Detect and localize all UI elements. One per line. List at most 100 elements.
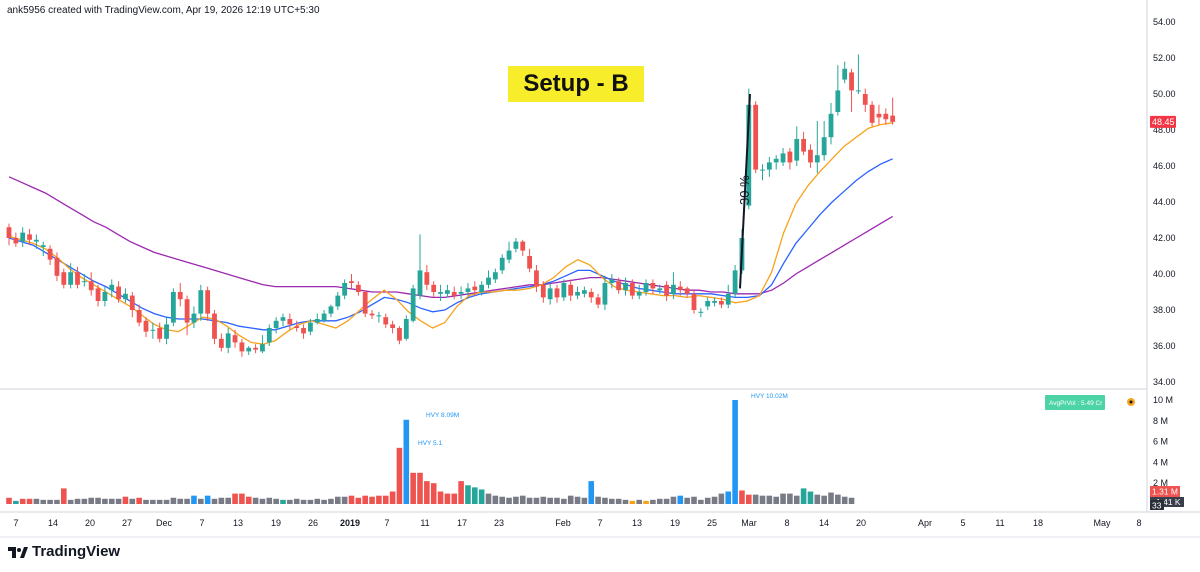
volume-bar <box>19 498 26 504</box>
price-tick-label: 52.00 <box>1153 53 1176 63</box>
price-tick-label: 54.00 <box>1153 17 1176 27</box>
volume-bar <box>136 497 142 504</box>
time-tick-label: 13 <box>632 518 642 528</box>
candle-body <box>616 281 622 291</box>
time-tick-label: 5 <box>960 518 965 528</box>
volume-tick-label: 4 M <box>1153 457 1168 467</box>
time-tick-label: 19 <box>670 518 680 528</box>
candle-body <box>890 115 896 122</box>
candle-body <box>629 283 635 296</box>
candle-body <box>575 292 580 296</box>
candle-body <box>862 94 868 105</box>
candle-body <box>342 283 348 296</box>
volume-bar <box>115 498 122 504</box>
volume-bar <box>273 498 279 504</box>
volume-bar <box>266 497 273 504</box>
volume-bar <box>389 491 396 504</box>
candle-body <box>719 301 724 305</box>
volume-bar <box>95 497 101 504</box>
volume-bar <box>711 496 718 504</box>
time-tick-label: 13 <box>233 518 243 528</box>
candle-body <box>547 288 553 300</box>
price-tick-label: 44.00 <box>1153 197 1176 207</box>
volume-bar <box>6 497 12 504</box>
volume-bar <box>684 497 690 504</box>
setup-label: Setup - B <box>508 66 644 102</box>
volume-tick-label: 8 M <box>1153 416 1168 426</box>
ema-fast-line <box>8 122 893 345</box>
candle-body <box>328 306 334 314</box>
candle-body <box>157 328 163 339</box>
volume-tick-label: 10 M <box>1153 395 1173 405</box>
volume-bar <box>691 496 697 504</box>
tradingview-logo: TradingView <box>8 543 120 560</box>
volume-bar <box>451 493 458 504</box>
volume-bar <box>129 498 136 504</box>
volume-bar <box>198 498 204 504</box>
time-tick-label: 19 <box>271 518 281 528</box>
candle-body <box>869 104 875 123</box>
candle-body <box>403 319 409 339</box>
volume-bar <box>622 499 629 504</box>
volume-bar <box>478 489 485 504</box>
candle-body <box>801 139 806 152</box>
volume-bar <box>300 499 307 504</box>
candle-body <box>198 290 204 314</box>
volume-bar <box>67 499 74 504</box>
candle-body <box>520 241 526 251</box>
volume-bar <box>547 497 553 504</box>
candle-body <box>561 283 567 298</box>
time-tick-label: 11 <box>420 518 429 528</box>
candle-body <box>712 301 717 303</box>
time-tick-label: 23 <box>494 518 504 528</box>
candle-body <box>472 286 478 291</box>
volume-bar <box>81 498 88 504</box>
volume-bar <box>156 499 163 504</box>
candle-body <box>116 286 121 300</box>
time-tick-label: 2019 <box>340 518 360 528</box>
volume-bar <box>403 419 410 504</box>
volume-label: HVY 5.1 <box>418 440 442 447</box>
volume-bar <box>841 496 848 504</box>
volume-bar <box>348 495 355 504</box>
volume-bar <box>150 499 156 504</box>
volume-bar <box>533 497 540 504</box>
volume-bar <box>382 495 389 504</box>
price-tick-label: 38.00 <box>1153 305 1176 315</box>
volume-bar <box>513 496 519 504</box>
volume-bar <box>287 499 293 504</box>
candle-body <box>266 328 272 343</box>
volume-bar <box>581 497 588 504</box>
volume-average-badge <box>1150 497 1184 507</box>
time-tick-label: 8 <box>1136 518 1141 528</box>
tradingview-icon <box>8 546 28 558</box>
volume-bar <box>793 495 800 504</box>
candle-body <box>773 158 779 163</box>
volume-count-badge <box>1150 500 1164 510</box>
time-tick-label: May <box>1093 518 1111 528</box>
candle-body <box>294 326 300 328</box>
volume-bar <box>595 496 601 504</box>
candle-body <box>883 113 889 120</box>
volume-tick-label: 6 M <box>1153 437 1168 447</box>
candle-body <box>438 292 443 294</box>
volume-bar <box>663 498 670 504</box>
time-tick-label: Dec <box>156 518 173 528</box>
volume-bar <box>184 498 190 504</box>
volume-bar <box>732 400 738 504</box>
volume-bar <box>362 495 368 504</box>
price-tick-label: 42.00 <box>1153 233 1176 243</box>
volume-bar <box>629 500 636 504</box>
price-tick-label: 48.00 <box>1153 125 1176 135</box>
volume-bar <box>410 472 416 504</box>
volume-bar <box>170 497 177 504</box>
volume-bar <box>26 498 33 504</box>
candle-body <box>540 284 546 298</box>
volume-bar <box>437 491 444 504</box>
candle-body <box>68 272 74 285</box>
price-tick-label: 50.00 <box>1153 89 1176 99</box>
volume-bar <box>759 495 766 504</box>
volume-bar <box>746 494 752 504</box>
volume-bar <box>492 495 499 504</box>
